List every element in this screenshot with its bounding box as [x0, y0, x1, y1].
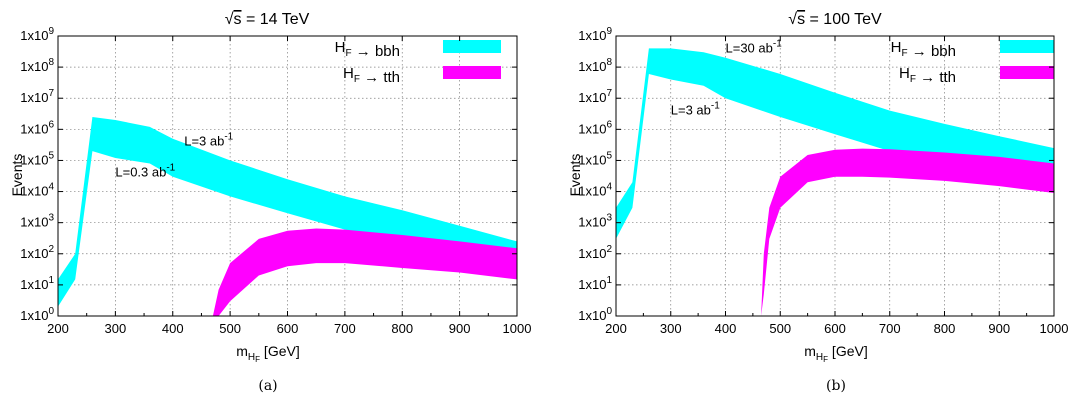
y-tick-label: 1x105 — [20, 150, 54, 167]
legend-swatch — [443, 66, 501, 79]
legend-swatch — [1000, 66, 1054, 79]
x-tick-label: 400 — [162, 321, 184, 336]
y-axis-label: Events — [9, 154, 25, 197]
y-tick-label: 1x107 — [578, 88, 612, 105]
legend: HF → bbh HF → tth — [891, 39, 1054, 86]
chart-title: √s = 14 TeV — [225, 11, 310, 28]
y-tick-label: 1x103 — [578, 213, 612, 230]
x-tick-label: 300 — [660, 321, 682, 336]
y-tick-label: 1x103 — [20, 213, 54, 230]
x-tick-label: 600 — [277, 321, 299, 336]
legend-label: HF → bbh — [891, 39, 956, 60]
panel-a-chart: √s = 14 TeV L=3 ab-1L=0.3 ab-1 HF → bbhH… — [9, 11, 531, 394]
legend: HF → bbh HF → tth — [335, 39, 501, 86]
legend-label: HF → tth — [343, 65, 400, 86]
y-tick-label: 1x101 — [578, 275, 612, 292]
luminosity-label: L=0.3 ab-1 — [115, 163, 175, 180]
annotations: L=3 ab-1 L=0.3 ab-1 — [115, 132, 233, 180]
x-tick-label: 200 — [47, 321, 69, 336]
y-tick-label: 1x104 — [20, 182, 54, 199]
x-tick-label: 800 — [934, 321, 956, 336]
y-axis-label: Events — [567, 154, 583, 197]
y-tick-label: 1x107 — [20, 88, 54, 105]
band-bbh — [616, 48, 1054, 239]
x-tick-label: 800 — [391, 321, 413, 336]
y-tick-label: 1x100 — [20, 306, 54, 323]
y-tick-label: 1x109 — [20, 26, 54, 43]
x-tick-label: 600 — [824, 321, 846, 336]
luminosity-label: L=30 ab-1 — [726, 38, 783, 55]
x-tick-label: 300 — [105, 321, 127, 336]
legend-label: HF → bbh — [335, 39, 400, 60]
luminosity-label: L=3 ab-1 — [184, 132, 233, 149]
x-tick-label: 700 — [334, 321, 356, 336]
x-axis-label: mHF [GeV] — [804, 343, 867, 364]
band-bbh — [58, 117, 517, 307]
y-tick-label: 1x109 — [578, 26, 612, 43]
annotations: L=30 ab-1 L=3 ab-1 — [671, 38, 782, 117]
x-tick-label: 400 — [715, 321, 737, 336]
band-areas — [616, 48, 1054, 316]
y-tick-label: 1x100 — [578, 306, 612, 323]
band-areas — [58, 117, 517, 316]
x-tick-label: 900 — [449, 321, 471, 336]
y-tick-label: 1x104 — [578, 182, 612, 199]
x-tick-label: 900 — [988, 321, 1010, 336]
panel-b-chart: √s = 100 TeV L=30 ab-1L=3 ab-1 HF → bbhH… — [567, 11, 1068, 394]
x-tick-label: 1000 — [1040, 321, 1069, 336]
y-tick-label: 1x108 — [578, 57, 612, 74]
y-tick-label: 1x106 — [20, 119, 54, 136]
band-tth — [212, 228, 517, 316]
x-tick-label: 700 — [879, 321, 901, 336]
caption-b: (b) — [826, 378, 846, 394]
caption-a: (a) — [258, 378, 277, 394]
legend-swatch — [1000, 40, 1054, 53]
axes: 200 300 400 500 600 700 800 900 1000 1x100 1x101 1x… — [578, 26, 1068, 336]
luminosity-label: L=3 ab-1 — [671, 100, 720, 117]
y-tick-label: 1x102 — [20, 244, 54, 261]
x-tick-label: 1000 — [503, 321, 532, 336]
y-tick-label: 1x108 — [20, 57, 54, 74]
x-tick-label: 500 — [219, 321, 241, 336]
y-tick-label: 1x102 — [578, 244, 612, 261]
x-tick-label: 500 — [769, 321, 791, 336]
x-tick-label: 200 — [605, 321, 627, 336]
band-tth — [761, 148, 1054, 316]
legend-swatch — [443, 40, 501, 53]
axes: 200 300 400 500 600 700 800 900 1000 1x100 1x101 1x… — [20, 26, 531, 336]
x-axis-label: mHF [GeV] — [236, 343, 299, 364]
y-tick-label: 1x105 — [578, 150, 612, 167]
y-tick-label: 1x106 — [578, 119, 612, 136]
chart-title: √s = 100 TeV — [788, 11, 882, 28]
y-tick-label: 1x101 — [20, 275, 54, 292]
legend-label: HF → tth — [899, 65, 956, 86]
